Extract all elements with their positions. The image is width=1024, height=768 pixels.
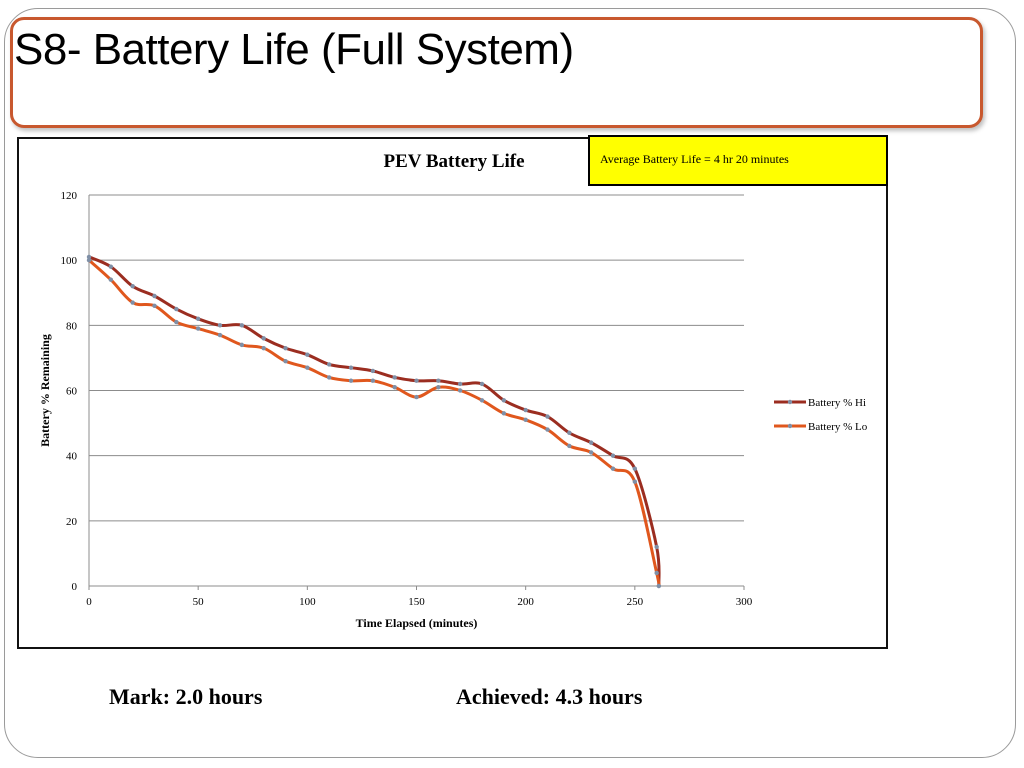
data-point [305, 352, 310, 357]
data-point [108, 264, 114, 269]
data-point [283, 345, 288, 351]
data-point [392, 375, 397, 380]
data-point [610, 453, 616, 458]
data-point [654, 544, 659, 550]
average-battery-callout: Average Battery Life = 4 hr 20 minutes [588, 135, 888, 186]
y-tick-label: 40 [66, 451, 78, 463]
achieved-text: Achieved: 4.3 hours [456, 684, 643, 709]
x-tick-label: 100 [299, 596, 316, 608]
x-tick-label: 200 [517, 596, 534, 608]
data-point [239, 323, 245, 328]
data-point [501, 398, 507, 403]
data-point [195, 316, 201, 322]
data-point [108, 277, 114, 282]
data-point [656, 583, 662, 589]
legend-marker [787, 423, 793, 429]
data-point [370, 368, 376, 374]
data-point [436, 378, 441, 383]
data-point [588, 440, 594, 445]
data-point [632, 466, 638, 471]
slide-title: S8- Battery Life (Full System) [14, 25, 574, 74]
chart-container: PEV Battery Life 0 20 40 60 80 100 120 0 50 100 150… [17, 137, 888, 649]
x-axis-label: Time Elapsed (minutes) [356, 616, 478, 630]
data-point [414, 394, 419, 400]
data-point [523, 417, 528, 423]
data-point [261, 345, 266, 351]
data-point [326, 375, 332, 380]
data-point [545, 414, 550, 419]
y-tick-label: 20 [66, 516, 78, 528]
data-point [348, 378, 354, 383]
legend-marker [787, 399, 793, 405]
data-point [283, 358, 288, 364]
data-point [348, 365, 354, 370]
battery-life-chart: PEV Battery Life 0 20 40 60 80 100 120 0 50 100 150… [38, 151, 868, 630]
legend-label: Battery % Hi [808, 397, 866, 409]
data-point [610, 466, 616, 471]
data-point [436, 385, 441, 390]
x-tick-label: 150 [408, 596, 425, 608]
legend-label: Battery % Lo [808, 421, 868, 433]
data-point [479, 381, 485, 387]
data-point [261, 336, 266, 341]
y-tick-label: 100 [61, 255, 78, 267]
x-tick-label: 50 [193, 596, 205, 608]
data-point [195, 326, 201, 331]
data-point [588, 450, 594, 455]
y-tick-label: 60 [66, 386, 78, 398]
data-point [479, 398, 485, 403]
data-point [305, 365, 310, 370]
y-tick-label: 120 [61, 190, 78, 202]
x-tick-label: 250 [627, 596, 644, 608]
data-point [501, 411, 507, 416]
data-point [239, 342, 245, 348]
data-point [86, 254, 92, 260]
data-point [130, 284, 135, 289]
data-point [457, 381, 463, 387]
data-point [414, 378, 419, 383]
x-tick-label: 300 [736, 596, 753, 608]
chart-title: PEV Battery Life [383, 151, 524, 172]
data-point [326, 362, 332, 367]
data-point [152, 303, 157, 308]
data-point [174, 306, 179, 312]
data-point [217, 323, 223, 328]
series-line-lo [87, 259, 661, 588]
data-point [654, 570, 659, 576]
data-point [567, 443, 572, 449]
mark-text: Mark: 2.0 hours [109, 684, 263, 709]
data-point [545, 427, 550, 432]
data-point [392, 385, 397, 390]
data-point [457, 388, 463, 393]
data-point [86, 257, 92, 263]
data-point [217, 332, 223, 338]
data-point [152, 293, 157, 299]
y-axis-label: Battery % Remaining [38, 334, 52, 447]
data-point [523, 407, 528, 413]
x-tick-label: 0 [86, 596, 92, 608]
data-point [370, 378, 376, 383]
y-tick-label: 80 [66, 320, 78, 332]
data-point [174, 319, 179, 325]
data-point [567, 430, 572, 436]
data-point [632, 479, 638, 484]
y-tick-label: 0 [72, 581, 78, 593]
series-line-hi [88, 255, 661, 587]
title-box [10, 17, 983, 128]
data-point [130, 300, 135, 305]
